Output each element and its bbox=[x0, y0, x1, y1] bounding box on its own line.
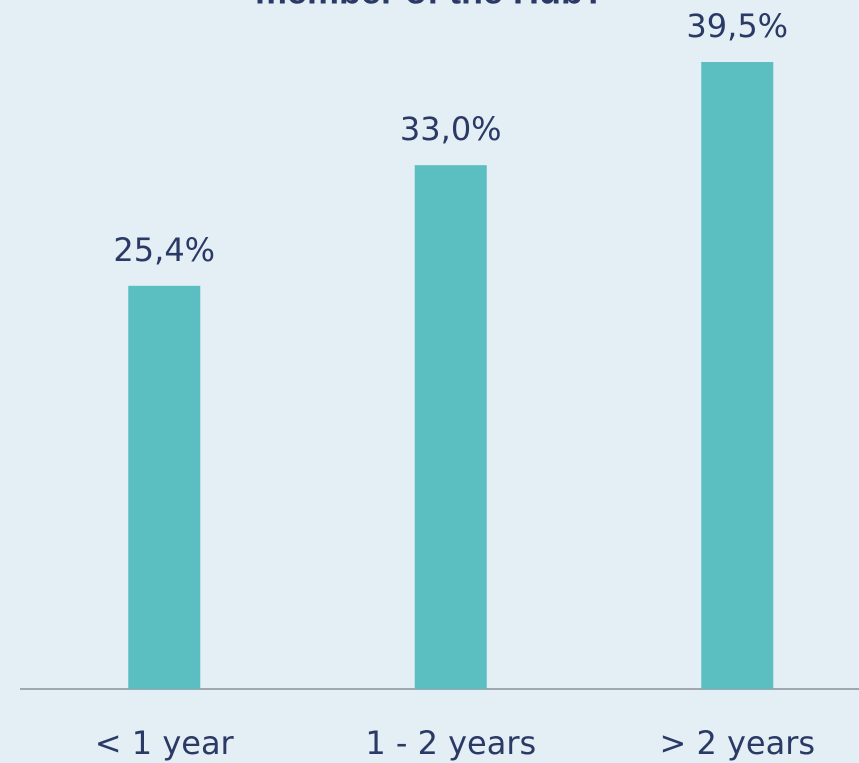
bar bbox=[701, 62, 774, 689]
chart-title: member of the Hub? bbox=[255, 0, 605, 12]
bar bbox=[128, 285, 201, 689]
data-label: 25,4% bbox=[113, 231, 215, 269]
x-tick-label: < 1 year bbox=[95, 724, 235, 762]
data-label: 39,5% bbox=[686, 7, 788, 45]
x-tick-label: > 2 years bbox=[659, 724, 815, 762]
data-label: 33,0% bbox=[400, 110, 502, 148]
x-tick-label: 1 - 2 years bbox=[365, 724, 536, 762]
bar bbox=[414, 165, 487, 689]
